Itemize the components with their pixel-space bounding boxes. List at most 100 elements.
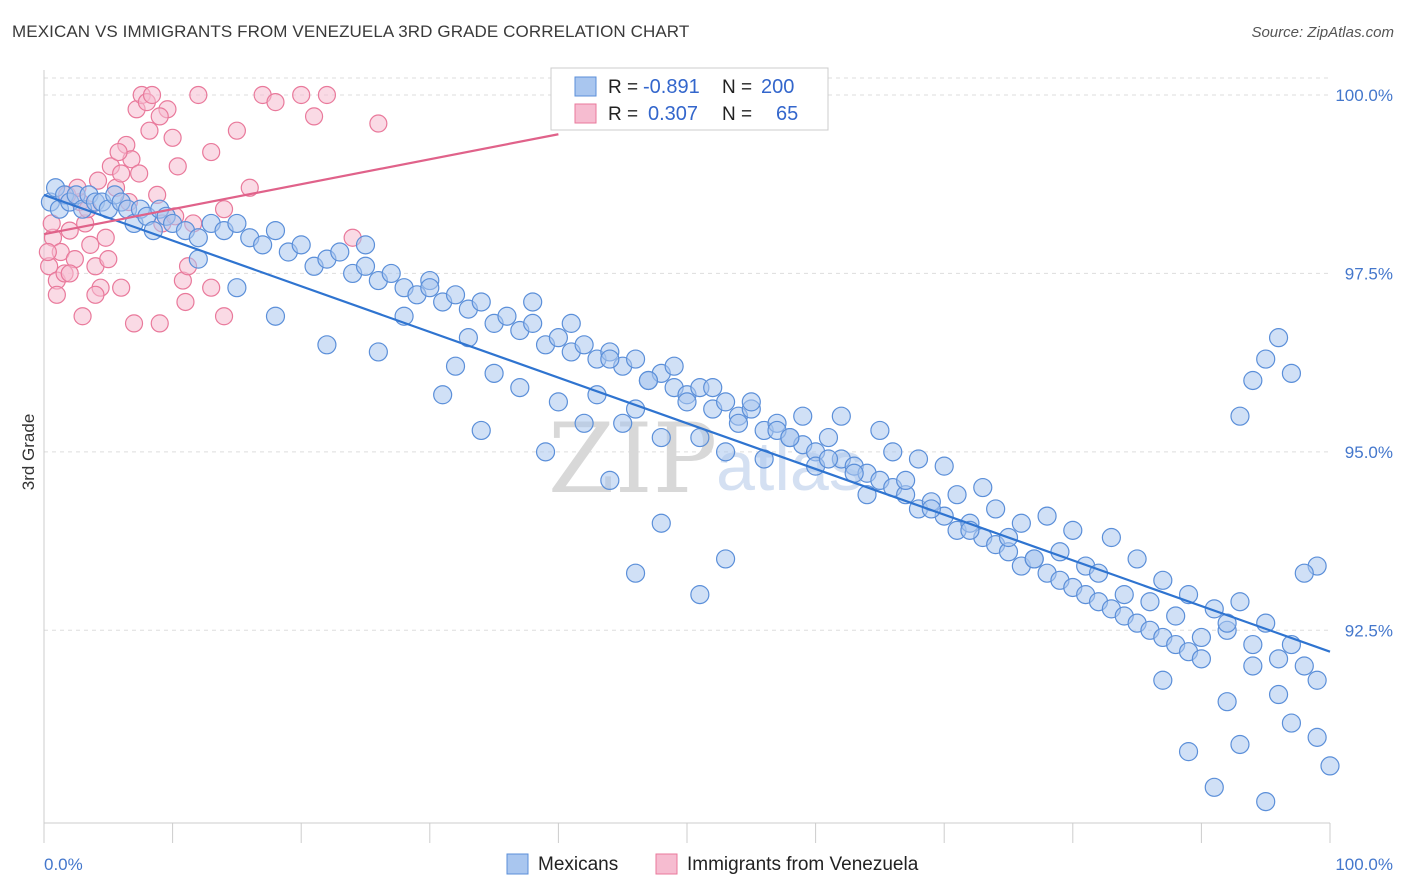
bottom-legend-label-mexicans: Mexicans	[538, 854, 618, 875]
venezuela-point-46	[124, 314, 144, 333]
venezuela-point-32	[214, 200, 234, 219]
venezuela-point-42	[214, 307, 234, 326]
mexicans-point-129	[703, 378, 723, 398]
mexicans-point-136	[793, 406, 813, 426]
mexicans-point-35	[355, 256, 376, 276]
mexicans-point-183	[1294, 563, 1314, 583]
mexicans-point-118	[561, 313, 581, 333]
venezuela-point-37	[292, 85, 311, 105]
venezuela-point-41	[369, 114, 388, 133]
mexicans-point-144	[896, 470, 916, 491]
venezuela-point-59	[109, 142, 128, 162]
legend-r-value-1: -0.891	[643, 76, 700, 98]
mexicans-point-188	[1268, 684, 1289, 705]
venezuela-point-53	[38, 242, 57, 262]
mexicans-point-186	[1178, 742, 1199, 762]
mexicans-point-145	[908, 449, 929, 469]
mexicans-point-105	[355, 235, 376, 255]
mexicans-point-157	[1063, 520, 1083, 540]
y-tick-label-0: 92.5%	[1345, 621, 1393, 640]
mexicans-trendline	[43, 193, 1331, 653]
mexicans-point-167	[1191, 627, 1212, 648]
mexicans-point-185	[1230, 734, 1250, 755]
mexicans-point-170	[1230, 592, 1250, 612]
mexicans-point-33	[330, 242, 350, 262]
y-tick-labels: 92.5% 95.0% 97.5% 100.0%	[1335, 86, 1393, 640]
x-tick-label-0: 0.0%	[44, 855, 83, 874]
mexicans-point-139	[831, 406, 851, 426]
mexicans-point-189	[1243, 656, 1263, 676]
watermark-zip: ZIP	[548, 403, 717, 515]
mexicans-point-181	[1230, 406, 1250, 426]
venezuela-point-44	[176, 292, 195, 312]
mexicans-point-200	[715, 549, 736, 569]
mexicans-point-128	[690, 427, 710, 448]
mexicans-points	[40, 178, 1340, 812]
grid-lines	[44, 77, 1330, 631]
venezuela-point-49	[86, 285, 105, 304]
mexicans-point-110	[445, 356, 466, 376]
mexicans-point-154	[1024, 549, 1044, 569]
y-tick-label-1: 95.0%	[1345, 443, 1393, 462]
mexicans-point-100	[1191, 649, 1212, 669]
mexicans-point-175	[1294, 656, 1314, 676]
venezuela-point-51	[60, 264, 79, 283]
venezuela-point-26	[168, 157, 187, 176]
mexicans-point-52	[574, 335, 594, 355]
mexicans-point-194	[1256, 791, 1276, 812]
venezuela-point-30	[189, 85, 208, 105]
mexicans-point-184	[1217, 692, 1237, 712]
venezuela-point-36	[266, 93, 285, 112]
venezuela-point-61	[130, 164, 149, 183]
chart-title: MEXICAN VS IMMIGRANTS FROM VENEZUELA 3RD…	[12, 22, 690, 41]
mexicans-point-116	[535, 442, 556, 462]
mexicans-point-127	[677, 392, 697, 412]
mexicans-point-124	[638, 370, 659, 391]
legend-swatch-venezuela	[574, 103, 597, 124]
venezuela-point-62	[140, 121, 159, 140]
venezuela-point-52	[47, 285, 66, 304]
y-axis-label: 3rd Grade	[19, 414, 38, 491]
mexicans-point-131	[728, 413, 749, 433]
mexicans-point-22	[188, 228, 208, 248]
venezuela-point-21	[142, 85, 162, 105]
mexicans-point-197	[600, 470, 620, 491]
mexicans-point-106	[368, 342, 388, 362]
mexicans-point-113	[484, 363, 504, 383]
mexicans-point-30	[291, 235, 311, 255]
mexicans-point-71	[818, 427, 839, 448]
legend-n-value-2: 65	[776, 103, 798, 125]
mexicans-point-168	[1204, 599, 1224, 619]
mexicans-point-130	[715, 442, 736, 462]
mexicans-point-119	[574, 413, 594, 433]
venezuela-point-39	[317, 85, 337, 105]
mexicans-point-192	[1153, 670, 1173, 690]
mexicans-point-161	[1114, 585, 1134, 605]
legend-r-value-2: 0.307	[648, 103, 698, 125]
mexicans-point-164	[1153, 570, 1173, 590]
mexicans-point-42	[445, 285, 466, 305]
venezuela-trendline	[43, 133, 559, 236]
legend-r-label-1: R =	[608, 77, 638, 98]
mexicans-point-165	[1166, 606, 1186, 626]
venezuela-point-48	[99, 250, 118, 269]
mexicans-point-102	[227, 278, 247, 298]
mexicans-point-122	[613, 413, 633, 433]
legend-n-label-1: N =	[722, 77, 752, 98]
venezuela-point-38	[304, 107, 324, 126]
mexicans-point-150	[973, 477, 993, 498]
venezuela-point-43	[202, 278, 221, 297]
mexicans-point-37	[381, 263, 401, 284]
mexicans-point-147	[934, 456, 954, 476]
mexicans-point-196	[651, 513, 671, 533]
mexicans-point-193	[1204, 777, 1224, 797]
mexicans-point-117	[548, 392, 569, 412]
mexicans-point-177	[1256, 349, 1276, 369]
venezuela-point-9	[81, 235, 100, 254]
venezuela-point-15	[112, 164, 131, 183]
mexicans-point-56	[625, 349, 646, 369]
mexicans-point-151	[986, 499, 1006, 519]
mexicans-point-48	[523, 313, 543, 333]
y-tick-label-3: 100.0%	[1335, 86, 1393, 105]
x-tick-label-1: 100.0%	[1335, 855, 1393, 874]
